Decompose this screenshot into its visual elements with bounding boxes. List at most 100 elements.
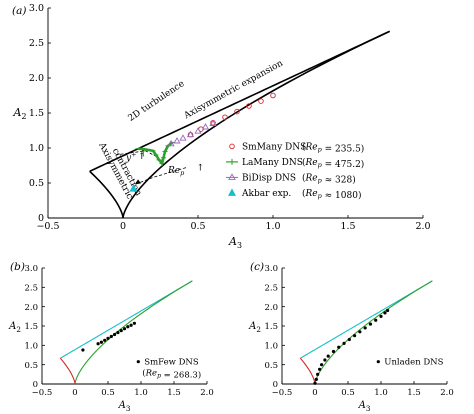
boundary-lower <box>314 280 433 384</box>
y-tick-label: 0 <box>273 380 278 390</box>
x-tick-label: 1.5 <box>407 388 421 398</box>
data-point <box>342 341 346 345</box>
legend-param: (Rep ≈ 328) <box>302 172 356 185</box>
y-tick-label: 1.5 <box>29 108 44 119</box>
data-point <box>313 381 317 385</box>
data-point <box>122 327 127 331</box>
data-point <box>209 119 217 126</box>
data-point <box>116 330 120 335</box>
x-tick-label: 1.0 <box>374 388 388 398</box>
legend-param: (Rep = 235.5) <box>302 141 364 154</box>
data-point <box>103 338 107 342</box>
boundary-lower <box>122 30 391 218</box>
data-point <box>99 340 103 344</box>
re-arrow-head <box>135 179 141 185</box>
data-point <box>337 345 341 349</box>
x-tick-label: 1.0 <box>265 221 280 232</box>
data-point <box>326 354 330 358</box>
y-tick-label: 3.0 <box>29 3 44 14</box>
x-tick-label: 1.5 <box>340 221 355 232</box>
panel-c: −0.5 0 0.5 1.0 1.5 2.000.51.01.52.02.53.0A3A2… <box>248 261 454 413</box>
y-tick-label: 2.5 <box>264 284 278 294</box>
legend-label: LaMany DNS <box>242 158 303 168</box>
data-point <box>179 134 187 141</box>
y-tick-label: 2.0 <box>24 303 38 313</box>
y-axis-label: A2 <box>8 321 21 334</box>
legend-label: Akbar exp. <box>241 189 291 199</box>
y-tick-label: 2.0 <box>29 73 44 84</box>
boundary-left <box>59 357 76 384</box>
data-point <box>270 92 276 99</box>
series-bidisp-dns <box>167 119 217 147</box>
annotation: 2D turbulence <box>127 79 187 124</box>
y-tick-label: 1.5 <box>24 322 38 332</box>
re-arrow-path <box>134 167 187 185</box>
data-point <box>323 358 327 362</box>
x-tick-label: 0.5 <box>190 221 205 232</box>
y-tick-label: 2.0 <box>264 303 278 313</box>
data-point <box>374 318 378 322</box>
x-tick-label: 2.0 <box>440 388 454 398</box>
x-tick-label: 0 <box>312 388 317 398</box>
x-tick-label: 1.0 <box>134 388 148 398</box>
x-axis-label: A3 <box>228 235 242 250</box>
data-point <box>194 127 202 134</box>
data-point <box>358 330 362 334</box>
legend-param: (Rep = 475.2) <box>302 157 364 170</box>
x-tick-label: 0 <box>72 388 77 398</box>
panel-a: −0.5 0 0.5 1.0 1.5 2.000.51.01.52.02.53.0A3A2… <box>12 3 431 250</box>
annotation: Rep <box>167 166 184 177</box>
y-tick-label: 1.5 <box>264 322 278 332</box>
y-tick-label: 0.5 <box>29 178 44 189</box>
data-point <box>383 311 387 315</box>
boundary-lower <box>74 280 193 384</box>
y-tick-label: 3.0 <box>24 264 38 274</box>
legend-label: SmMany DNS <box>242 142 306 152</box>
series-smfew-dns <box>81 321 136 352</box>
data-point <box>353 334 357 338</box>
data-point <box>126 325 130 329</box>
data-point <box>320 363 324 367</box>
y-tick-label: 0 <box>38 213 44 224</box>
data-point <box>109 334 113 339</box>
y-tick-label: 1.0 <box>264 342 278 352</box>
x-tick-label: −0.5 <box>36 221 59 232</box>
x-tick-label: 0 <box>120 221 126 232</box>
y-tick-label: 1.0 <box>29 143 44 154</box>
data-point <box>167 139 175 147</box>
x-axis-label: A3 <box>118 400 131 413</box>
data-point <box>106 336 110 340</box>
y-tick-label: 0.5 <box>24 361 38 371</box>
data-point <box>173 137 181 144</box>
x-tick-label: 2.0 <box>415 221 430 232</box>
legend-marker <box>228 173 236 180</box>
legend-label: Unladen DNS <box>384 358 443 368</box>
boundary-left <box>299 357 316 384</box>
annotation: Axisymmetric expansion <box>182 58 285 121</box>
y-tick-label: 2.5 <box>24 284 38 294</box>
data-point <box>234 108 240 115</box>
legend-label: SmFew DNS <box>144 358 199 368</box>
y-axis-label: A2 <box>248 321 261 334</box>
legend-marker <box>229 143 235 150</box>
legend-marker <box>228 188 236 196</box>
data-point <box>222 114 228 120</box>
data-point <box>318 367 322 371</box>
x-tick-label: 0.5 <box>341 388 355 398</box>
data-point <box>186 130 195 138</box>
legend-label: BiDisp DNS <box>242 173 296 183</box>
y-tick-label: 0 <box>33 380 38 390</box>
legend: SmMany DNS(Rep = 235.5) LaMany DNS (Rep = … <box>226 141 364 201</box>
legend: SmFew DNS(Rep = 268.3) <box>136 358 201 381</box>
x-tick-label: 1.5 <box>167 388 181 398</box>
series-unladen-dns <box>313 308 390 385</box>
data-point <box>246 103 252 109</box>
data-point <box>331 349 336 354</box>
panel-label: (c) <box>250 261 264 273</box>
y-tick-label: 2.5 <box>29 38 44 49</box>
x-tick-label: 2.0 <box>200 388 214 398</box>
legend-marker <box>376 360 380 364</box>
legend-param: (Rep ≈ 1080) <box>302 188 361 201</box>
data-point <box>347 337 351 342</box>
